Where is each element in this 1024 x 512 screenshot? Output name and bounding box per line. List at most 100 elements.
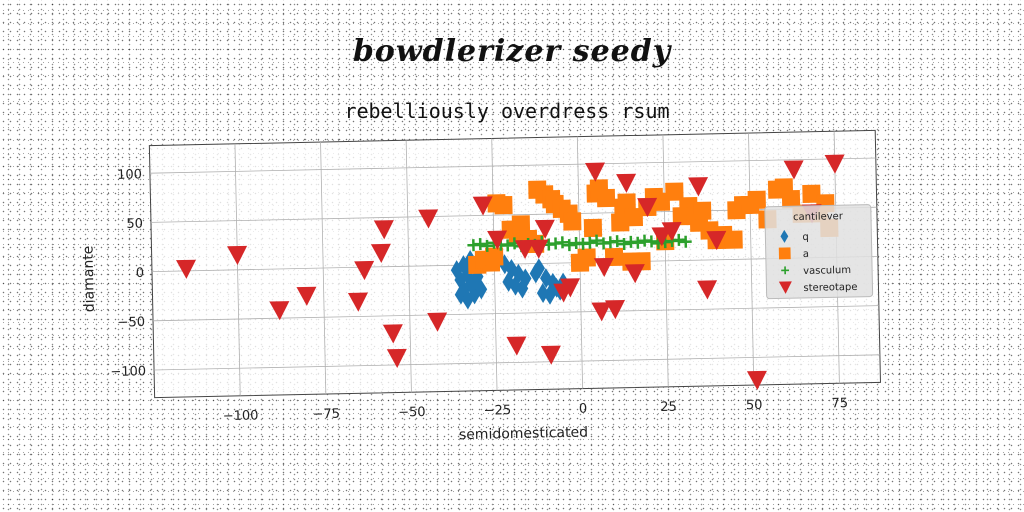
plot-area: −100 −75 −50 −25 0 25 50 75 −100 −50 0 50 100 semido… — [80, 129, 881, 444]
point-a — [563, 212, 582, 231]
point-vasculum — [618, 237, 631, 251]
y-gridline — [154, 354, 880, 371]
point-stereotape — [605, 299, 626, 320]
point-stereotape — [373, 220, 394, 240]
point-stereotape — [386, 348, 407, 369]
point-stereotape — [528, 239, 549, 259]
y-gridline — [151, 255, 878, 273]
point-stereotape — [487, 230, 508, 250]
point-stereotape — [593, 257, 614, 278]
point-vasculum — [583, 236, 596, 249]
point-a — [693, 201, 712, 221]
point-stereotape — [370, 243, 391, 264]
point-stereotape — [514, 239, 535, 260]
point-a — [494, 195, 513, 215]
x-axis-label: semidomesticated — [459, 425, 588, 444]
point-q — [519, 268, 532, 289]
point-stereotape — [688, 177, 709, 197]
point-stereotape — [624, 264, 645, 284]
point-stereotape — [540, 345, 561, 365]
point-a — [781, 189, 801, 209]
point-stereotape — [227, 245, 248, 266]
legend-entry-stereotape: stereotape — [778, 281, 858, 294]
point-stereotape — [585, 162, 605, 182]
point-stereotape — [296, 286, 317, 306]
point-stereotape — [176, 259, 197, 279]
point-a — [485, 247, 504, 266]
point-q — [457, 255, 470, 276]
legend-marker-q — [780, 229, 789, 243]
point-stereotape — [472, 196, 493, 216]
point-a — [651, 192, 671, 212]
x-tick-label: 50 — [746, 398, 763, 413]
point-a — [802, 184, 821, 203]
point-stereotape — [783, 160, 804, 180]
point-q — [461, 289, 474, 310]
point-a — [617, 193, 636, 212]
legend: cantilever qa vasculum stereotape — [764, 204, 874, 300]
legend-entry-vasculum: vasculum — [781, 265, 851, 277]
x-tick-label: −50 — [398, 405, 426, 421]
y-gridline — [153, 305, 879, 322]
point-a — [583, 218, 603, 238]
data-marks — [176, 154, 845, 391]
legend-entry-a: a — [778, 247, 809, 260]
legend-label: stereotape — [803, 282, 857, 294]
legend-entry-q: q — [780, 229, 809, 243]
y-tick-label: 0 — [136, 266, 145, 281]
x-tick-label: 0 — [579, 402, 588, 417]
point-stereotape — [354, 260, 375, 281]
legend-label: a — [803, 249, 809, 260]
tick-labels: −100 −75 −50 −25 0 25 50 75 −100 −50 0 50 100 — [110, 167, 848, 424]
legend-marker-stereotape — [778, 281, 792, 294]
point-q — [529, 263, 542, 284]
point-stereotape — [661, 221, 682, 242]
legend-marker-vasculum — [781, 266, 790, 275]
point-stereotape — [427, 312, 448, 332]
point-stereotape — [560, 278, 581, 298]
point-a — [511, 215, 531, 234]
y-tick-label: 100 — [117, 167, 142, 183]
point-stereotape — [651, 227, 672, 247]
point-stereotape — [382, 324, 403, 344]
point-vasculum — [631, 236, 644, 249]
point-a — [724, 230, 743, 249]
point-vasculum — [501, 239, 514, 252]
point-vasculum — [474, 238, 487, 251]
y-tick-label: 50 — [126, 217, 143, 232]
x-tick-label: 25 — [660, 400, 677, 415]
point-vasculum — [611, 235, 624, 248]
point-vasculum — [563, 239, 576, 252]
point-stereotape — [534, 219, 555, 239]
point-stereotape — [637, 197, 658, 218]
y-tick-label: −50 — [117, 315, 145, 331]
point-a — [624, 208, 644, 227]
point-stereotape — [697, 280, 718, 300]
legend-marker-a — [778, 247, 791, 260]
point-q — [516, 278, 529, 299]
point-stereotape — [616, 173, 637, 193]
x-tick-label: −25 — [484, 403, 512, 419]
point-a — [611, 213, 630, 232]
point-stereotape — [506, 336, 527, 356]
point-vasculum — [556, 236, 569, 249]
x-tick-label: −75 — [312, 407, 340, 423]
point-vasculum — [672, 233, 685, 246]
x-tick-label: 75 — [831, 396, 848, 411]
point-a — [577, 248, 596, 267]
point-stereotape — [591, 302, 612, 322]
y-axis-label: diamante — [80, 245, 97, 312]
legend-box — [764, 204, 874, 300]
point-stereotape — [269, 301, 290, 321]
point-vasculum — [679, 235, 692, 248]
point-vasculum — [645, 235, 658, 248]
point-stereotape — [347, 292, 368, 312]
series-stereotape — [176, 154, 845, 391]
point-a — [665, 182, 684, 201]
point-stereotape — [706, 230, 727, 251]
point-stereotape — [824, 154, 845, 174]
chart-title: rebelliously overdress rsum — [344, 99, 669, 123]
x-tick-label: −100 — [223, 408, 259, 424]
y-tick-label: −100 — [110, 364, 146, 380]
